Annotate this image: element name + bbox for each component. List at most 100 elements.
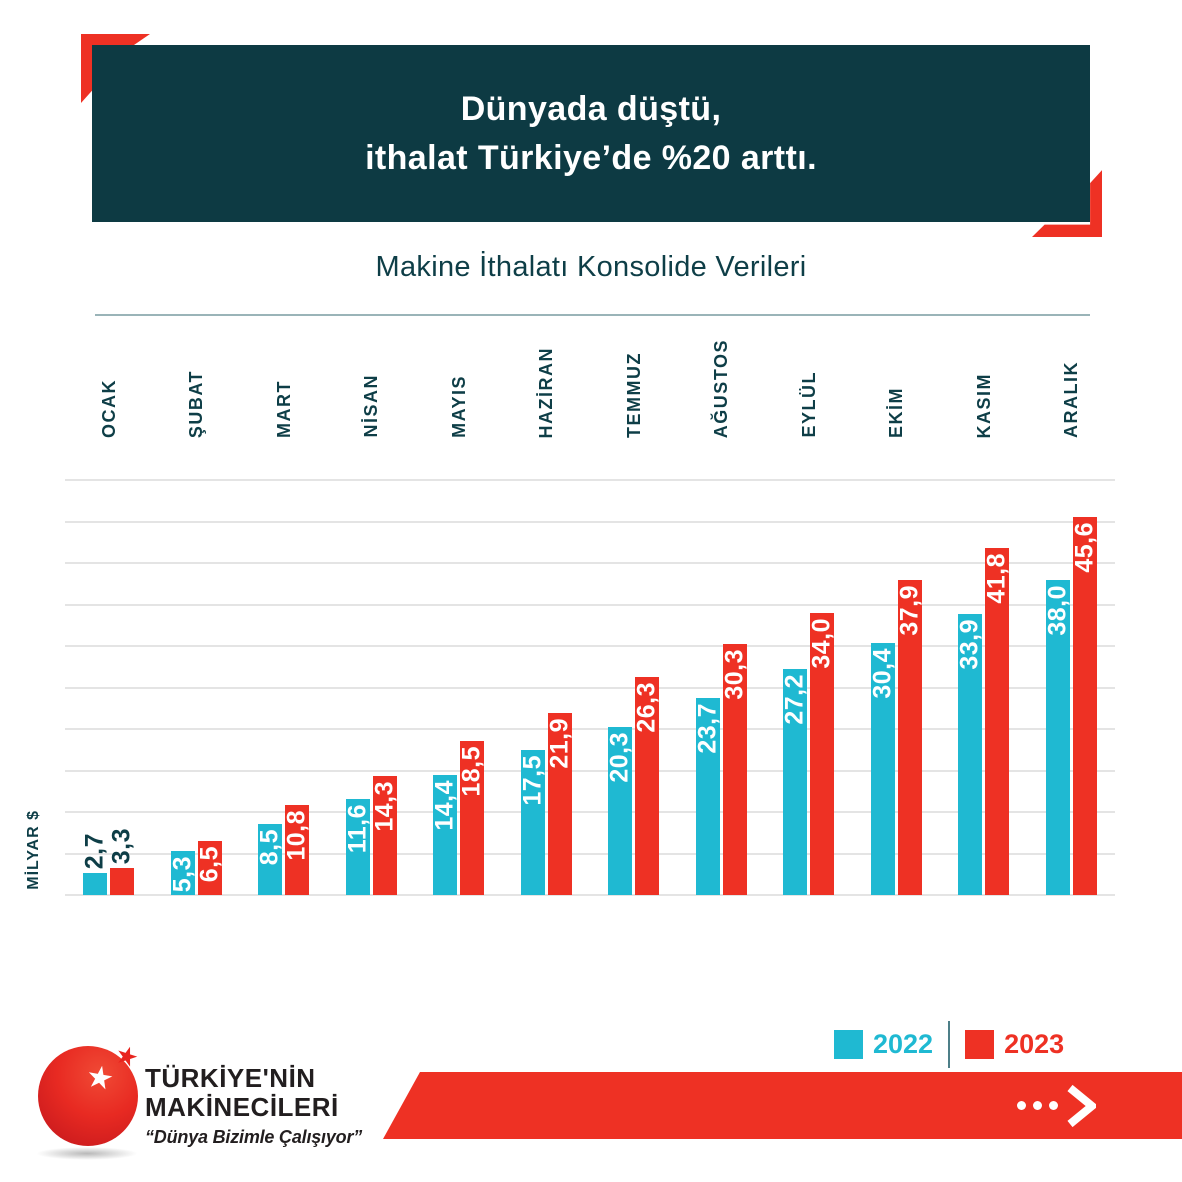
bar-group-AĞUSTOS: 23,7 30,3 xyxy=(678,480,766,895)
gridline xyxy=(65,769,1115,772)
legend-divider xyxy=(948,1020,951,1068)
bar-2023: 34,0 xyxy=(808,612,836,895)
bar-2022: 38,0 xyxy=(1043,579,1072,895)
bar-2023: 10,8 xyxy=(283,805,311,895)
ellipsis-dots-icon xyxy=(1017,1101,1058,1110)
month-label: EKİM xyxy=(886,387,907,438)
bar-value-label: 30,4 xyxy=(868,647,897,699)
bar-value-label: 21,9 xyxy=(545,718,574,769)
gridline xyxy=(65,479,1115,481)
bar-value-label: 38,0 xyxy=(1043,584,1072,636)
bar-group-EKİM: 30,4 37,9 xyxy=(853,480,941,895)
title-divider-line xyxy=(95,314,1090,316)
logo-name-line-1: TÜRKİYE'NİN xyxy=(145,1063,316,1093)
month-label: KASIM xyxy=(973,372,994,439)
bar-value-label: 6,5 xyxy=(195,846,224,883)
bar-2023: 6,5 xyxy=(195,841,224,895)
month-cell: ŞUBAT xyxy=(153,326,241,438)
month-cell: ARALIK xyxy=(1028,326,1116,438)
bar-2023: 41,8 xyxy=(982,548,1011,895)
bar-2022: 20,3 xyxy=(605,726,634,895)
logo-tagline: “Dünya Bizimle Çalışıyor” xyxy=(145,1127,363,1148)
star-icon: ★ xyxy=(110,1039,143,1075)
legend-item-2022: 2022 xyxy=(834,1029,933,1060)
gridline xyxy=(65,562,1115,564)
gridline xyxy=(65,728,1115,730)
bar-value-label: 33,9 xyxy=(955,618,984,670)
bar-value-label: 37,9 xyxy=(895,585,924,637)
month-cell: KASIM xyxy=(940,326,1028,439)
bar-group-EYLÜL: 27,2 34,0 xyxy=(765,480,853,895)
bar-group-MAYIS: 14,4 18,5 xyxy=(415,480,503,895)
gridline xyxy=(65,520,1115,523)
month-label: ARALIK xyxy=(1061,361,1082,438)
legend: 2022 2023 xyxy=(834,1020,1064,1068)
month-cell: MART xyxy=(240,326,328,438)
bar-2023: 45,6 xyxy=(1070,516,1099,895)
bar-value-label: 3,3 xyxy=(107,828,136,865)
bar-value-label: 30,3 xyxy=(720,648,749,700)
bar-2023: 3,3 xyxy=(108,828,136,895)
bar-value-label: 27,2 xyxy=(780,674,809,725)
bar-value-label: 8,5 xyxy=(255,829,284,866)
bar-group-KASIM: 33,9 41,8 xyxy=(940,480,1028,895)
bar-2023: 37,9 xyxy=(895,580,924,895)
bar-2022: 30,4 xyxy=(868,642,897,895)
month-label: NİSAN xyxy=(361,374,382,438)
month-label: EYLÜL xyxy=(798,371,819,438)
month-label: MAYIS xyxy=(448,375,469,438)
month-cell: EKİM xyxy=(853,326,941,438)
gridline xyxy=(65,852,1115,855)
bar-value-label: 5,3 xyxy=(168,856,197,893)
bar-2022: 8,5 xyxy=(255,824,284,895)
month-cell: HAZİRAN xyxy=(503,326,591,439)
bar-group-ARALIK: 38,0 45,6 xyxy=(1028,480,1116,895)
legend-label-2023: 2023 xyxy=(1004,1028,1065,1059)
month-label: AĞUSTOS xyxy=(711,338,732,438)
bar-value-label: 41,8 xyxy=(982,553,1011,604)
bar-2022: 5,3 xyxy=(168,851,197,895)
logo-red-ball xyxy=(38,1046,138,1146)
month-cell: MAYIS xyxy=(415,326,503,438)
headline-line-2: ithalat Türkiye’de %20 arttı. xyxy=(365,138,817,177)
bar-2023: 18,5 xyxy=(458,741,486,895)
bar-groups: 2,7 3,3 5,3 6,5 8,5 10,8 11,6 14,3 14,4 18,5 17,5 2… xyxy=(65,480,1115,895)
month-label: TEMMUZ xyxy=(623,352,644,438)
bar-2022: 14,4 xyxy=(430,775,459,895)
gridline xyxy=(65,603,1115,606)
months-row: OCAK ŞUBAT MART NİSAN MAYIS HAZİRAN TEMMUZ AĞUS… xyxy=(65,326,1115,438)
gridline xyxy=(65,645,1115,647)
headline-line-1: Dünyada düştü, xyxy=(460,90,722,129)
bar-value-label: 11,6 xyxy=(343,803,372,854)
bar-value-label: 23,7 xyxy=(693,703,722,754)
month-label: OCAK xyxy=(98,379,119,438)
bar-group-OCAK: 2,7 3,3 xyxy=(65,480,153,895)
legend-swatch-2022 xyxy=(834,1029,863,1059)
bar-2023: 30,3 xyxy=(720,643,749,895)
month-cell: EYLÜL xyxy=(765,326,853,438)
footer-banner xyxy=(383,1072,1182,1139)
legend-item-2023: 2023 xyxy=(965,1029,1064,1060)
gridline xyxy=(65,811,1115,813)
bar-group-TEMMUZ: 20,3 26,3 xyxy=(590,480,678,895)
month-label: MART xyxy=(273,380,294,438)
month-cell: OCAK xyxy=(65,326,153,438)
bar-2023: 14,3 xyxy=(370,776,399,895)
legend-label-2022: 2022 xyxy=(873,1028,934,1059)
bar-value-label: 17,5 xyxy=(518,754,547,806)
month-cell: AĞUSTOS xyxy=(678,326,766,438)
legend-swatch-2023 xyxy=(965,1029,995,1059)
bar-2023: 26,3 xyxy=(632,676,661,895)
banner-content xyxy=(1017,1084,1096,1128)
logo-text-block: TÜRKİYE'NİN MAKİNECİLERİ “Dünya Bizimle … xyxy=(145,1063,363,1148)
bar-2022: 33,9 xyxy=(955,613,984,895)
bar-value-label: 14,3 xyxy=(370,781,399,832)
headline-box: Dünyada düştü, ithalat Türkiye’de %20 ar… xyxy=(92,45,1090,222)
bar-value-label: 2,7 xyxy=(80,833,109,870)
bar-value-label: 20,3 xyxy=(605,731,634,783)
bar-value-label: 26,3 xyxy=(632,681,661,733)
bar-value-label: 45,6 xyxy=(1070,521,1099,573)
chart-title: Makine İthalatı Konsolide Verileri xyxy=(375,251,807,283)
bar-value-label: 14,4 xyxy=(430,780,459,832)
bar-2022: 11,6 xyxy=(343,798,372,895)
